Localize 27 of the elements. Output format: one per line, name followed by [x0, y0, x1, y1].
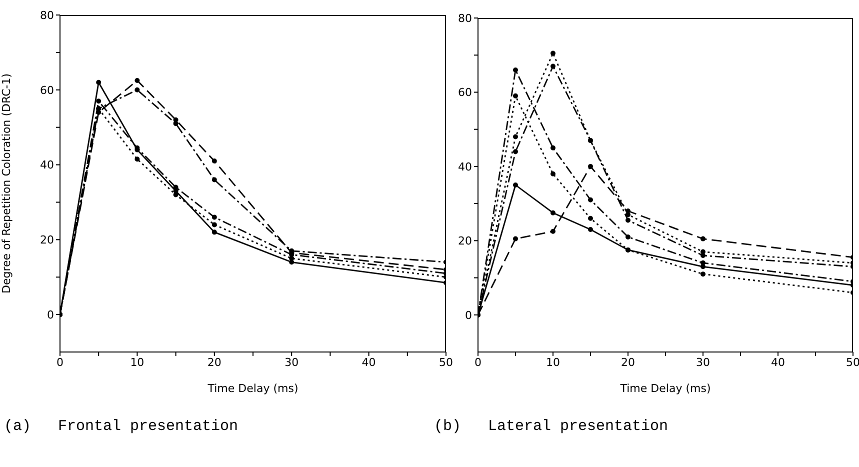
y-tick-label: 80 [458, 12, 472, 25]
y-tick-label: 40 [458, 160, 472, 174]
y-tick-label: 0 [47, 308, 54, 322]
x-tick-label: 10 [546, 356, 560, 369]
x-axis-title: Time Delay (ms) [206, 382, 298, 395]
x-tick-label: 50 [439, 356, 453, 369]
x-tick-label: 50 [846, 356, 859, 369]
x-tick-label: 0 [474, 356, 482, 369]
x-tick-label: 20 [621, 356, 635, 369]
text: (a) Frontal presentation [4, 418, 238, 435]
x-tick-label: 30 [696, 356, 710, 369]
y-tick-label: 60 [458, 86, 472, 100]
y-tick-label: 20 [40, 234, 54, 247]
x-tick-label: 30 [284, 356, 299, 369]
y-tick-label: 80 [40, 8, 54, 22]
y-tick-label: 60 [40, 84, 54, 97]
y-tick-label: 40 [40, 158, 54, 172]
y-tick-label: 0 [465, 308, 472, 322]
y-tick-label: 20 [458, 234, 472, 248]
text: (b) Lateral presentation [434, 418, 668, 435]
x-tick-label: 10 [130, 356, 144, 369]
x-axis-title: Time Delay (ms) [619, 382, 711, 395]
x-tick-label: 0 [56, 356, 64, 369]
x-tick-label: 20 [207, 356, 222, 369]
x-tick-label: 40 [362, 356, 376, 369]
x-tick-label: 40 [771, 356, 785, 369]
y-axis-title: Degree of Repetition Coloration (DRC-1) [0, 73, 13, 294]
